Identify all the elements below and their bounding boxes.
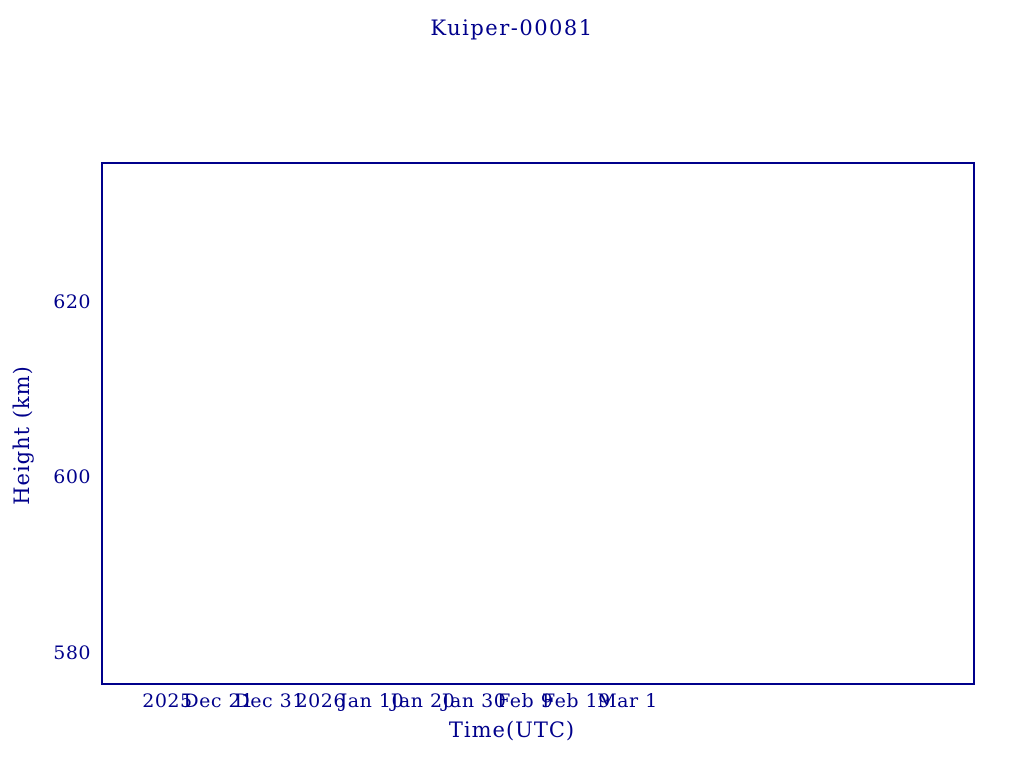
y-axis-title: Height (km) bbox=[10, 365, 34, 505]
x-tick-label: Feb 19 bbox=[541, 690, 611, 712]
y-tick-label: 580 bbox=[53, 641, 91, 664]
x-axis-title: Time(UTC) bbox=[448, 718, 576, 742]
x-tick-label: Jan 30 bbox=[441, 690, 507, 712]
y-tick-label: 600 bbox=[53, 466, 91, 489]
x-tick-label: Feb 9 bbox=[497, 690, 554, 712]
x-tick-label: 2025 bbox=[142, 690, 193, 712]
x-tick-label: Dec 31 bbox=[234, 690, 305, 712]
x-tick-label: Jan 20 bbox=[390, 690, 456, 712]
y-tick-label: 620 bbox=[53, 291, 91, 314]
plot-frame bbox=[101, 162, 975, 685]
x-tick-label: Jan 10 bbox=[339, 690, 405, 712]
x-tick-label: Dec 21 bbox=[183, 690, 254, 712]
x-tick-label: 2026 bbox=[295, 690, 346, 712]
x-tick-label: Mar 1 bbox=[597, 690, 658, 712]
chart-title: Kuiper-00081 bbox=[430, 16, 594, 40]
